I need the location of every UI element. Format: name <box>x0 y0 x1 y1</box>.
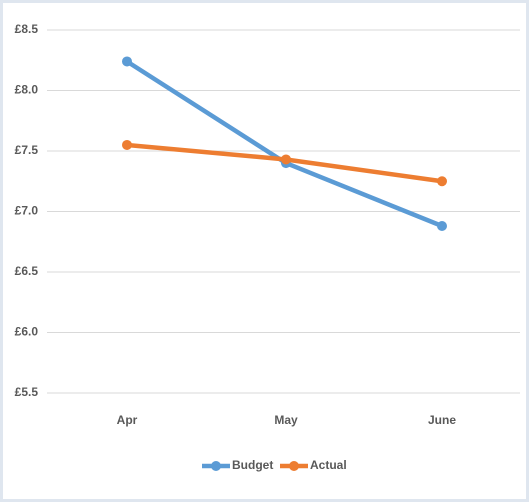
data-point <box>122 56 132 67</box>
x-tick-label: Apr <box>117 413 138 427</box>
legend-marker <box>289 461 299 471</box>
data-point <box>437 221 447 232</box>
x-tick-label: May <box>274 413 298 427</box>
y-tick-label: £6.5 <box>15 264 39 278</box>
y-tick-label: £7.5 <box>15 143 39 157</box>
x-tick-label: June <box>428 413 456 427</box>
data-point <box>281 154 291 165</box>
legend-label: Budget <box>232 458 273 472</box>
legend-marker <box>211 461 221 471</box>
data-point <box>437 176 447 187</box>
y-tick-label: £6.0 <box>15 325 39 339</box>
y-tick-label: £7.0 <box>15 204 39 218</box>
y-tick-label: £5.5 <box>15 385 39 399</box>
legend-label: Actual <box>310 458 347 472</box>
data-point <box>122 139 132 150</box>
y-tick-label: £8.0 <box>15 83 39 97</box>
y-tick-label: £8.5 <box>15 22 39 36</box>
